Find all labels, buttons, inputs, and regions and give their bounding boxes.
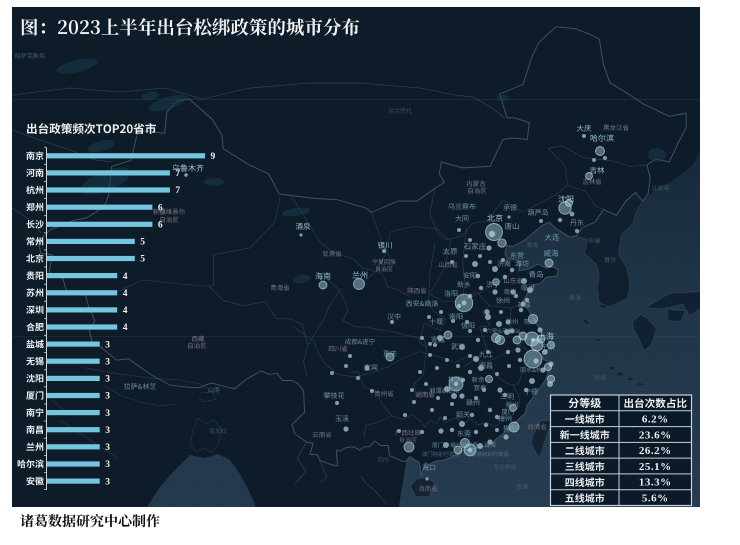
svg-text:4: 4 bbox=[123, 289, 128, 299]
svg-text:3: 3 bbox=[105, 443, 110, 453]
svg-text:4: 4 bbox=[123, 323, 128, 333]
svg-text:3: 3 bbox=[105, 375, 110, 385]
svg-text:3: 3 bbox=[105, 357, 110, 367]
svg-text:3: 3 bbox=[105, 460, 110, 470]
svg-text:3: 3 bbox=[105, 392, 110, 402]
svg-text:4: 4 bbox=[123, 272, 128, 282]
svg-text:3: 3 bbox=[105, 426, 110, 436]
svg-text:13.3%: 13.3% bbox=[639, 477, 672, 489]
svg-text:7: 7 bbox=[175, 169, 180, 179]
svg-text:5: 5 bbox=[140, 255, 145, 265]
svg-text:5: 5 bbox=[140, 238, 145, 248]
svg-text:5.6%: 5.6% bbox=[642, 492, 669, 504]
svg-text:25.1%: 25.1% bbox=[639, 461, 672, 473]
svg-text:26.2%: 26.2% bbox=[639, 445, 672, 457]
svg-text:4: 4 bbox=[123, 306, 128, 316]
svg-text:9: 9 bbox=[211, 152, 216, 162]
svg-text:3: 3 bbox=[105, 477, 110, 487]
svg-text:23.6%: 23.6% bbox=[639, 429, 672, 441]
svg-text:6.2%: 6.2% bbox=[642, 414, 669, 426]
svg-text:6: 6 bbox=[158, 221, 163, 231]
svg-text:6: 6 bbox=[158, 203, 163, 213]
svg-text:3: 3 bbox=[105, 340, 110, 350]
svg-text:7: 7 bbox=[175, 186, 180, 196]
svg-text:3: 3 bbox=[105, 409, 110, 419]
